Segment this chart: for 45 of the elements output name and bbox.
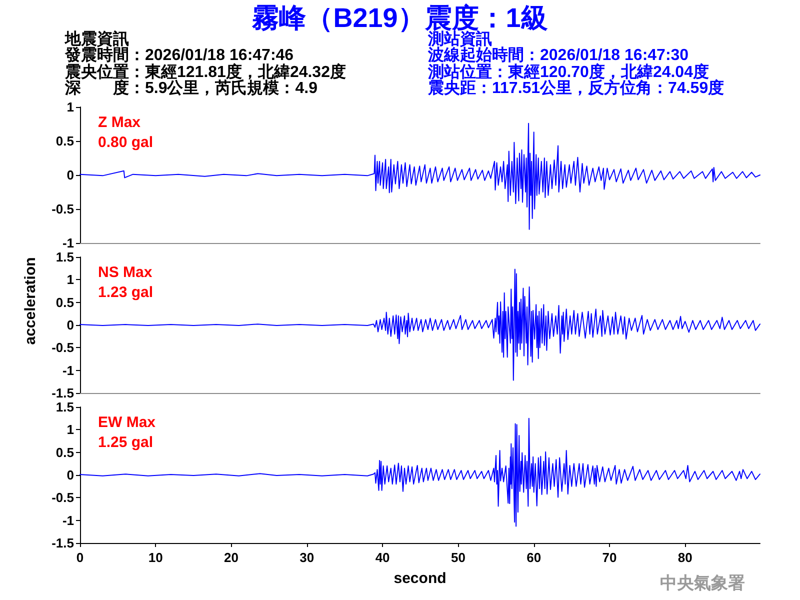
text: NS Max [98,264,153,281]
x-tick-label: 40 [375,550,390,565]
text: EW Max [98,414,156,431]
y-tick-label: 0.5 [56,444,74,460]
text: 波線起始時間：2026/01/18 16:47:30 [428,47,690,64]
y-tick-label: 0.5 [56,294,74,310]
y-tick-label: 0 [66,318,74,332]
x-tick-label: 60 [526,550,542,565]
y-tick-label: -0.5 [52,490,74,506]
x-tick-label: 70 [602,550,617,565]
y-axis-title: acceleration [22,257,39,345]
text: 深 度：5.9公里，芮氏規模：4.9 [65,80,318,98]
y-tick-label: -1.5 [52,386,74,400]
text: 中央氣象署 [660,574,745,594]
x-axis-title: second [394,570,446,587]
y-tick-label: 1 [66,100,74,114]
chart-title: Z Max [98,114,142,131]
y-tick-label: -0.5 [52,340,74,356]
y-tick-label: 1.5 [56,250,74,264]
y-tick-label: 0.5 [56,134,74,148]
x-tick-label: 10 [148,550,163,565]
y-tick-label: 0 [66,168,74,182]
y-tick-label: -0.5 [52,202,74,216]
text: 地震資訊 [65,31,130,48]
x-tick-label: 30 [300,550,314,565]
x-tick-label: 0 [76,550,84,565]
text: 震央距：117.51公里，反方位角：74.59度 [428,80,724,98]
line-series [80,418,760,527]
x-tick-label: 20 [224,550,239,565]
y-tick-label: 0 [66,468,74,482]
text: 發震時間：2026/01/18 16:47:46 [65,47,295,64]
y-tick-label: 1 [66,422,74,438]
x-tick-label: 50 [450,550,466,565]
text: 1.25 gal [98,434,154,451]
y-tick-label: -1 [62,362,74,378]
line-series [80,268,760,381]
text: 0.80 gal [98,134,154,151]
y-tick-label: -1.5 [52,536,74,550]
y-tick-label: 1 [66,272,74,288]
y-tick-label: -1 [62,512,74,528]
y-tick-label: -1 [62,236,74,250]
y-tick-label: 1.5 [56,400,74,414]
x-tick-label: 80 [678,550,692,565]
text: 測站資訊 [428,31,492,48]
text: 1.23 gal [98,284,154,301]
